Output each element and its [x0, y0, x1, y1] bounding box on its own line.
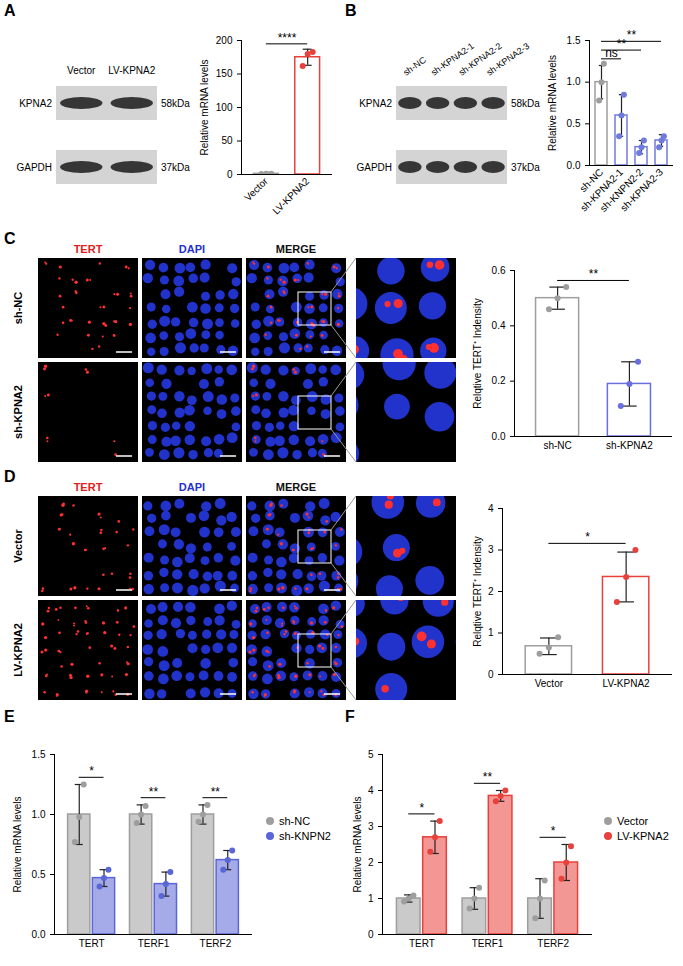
html-text:Vector: Vector	[617, 815, 649, 827]
svg-text:sh-NC: sh-NC	[12, 292, 24, 324]
svg-text:TERT: TERT	[79, 938, 105, 949]
svg-text:TERT: TERT	[74, 243, 103, 255]
svg-text:0.0: 0.0	[492, 431, 506, 442]
svg-text:MERGE: MERGE	[276, 481, 316, 493]
svg-text:Relative mRNA levels: Relative mRNA levels	[547, 55, 558, 151]
html-text:B: B	[345, 2, 357, 19]
svg-text:50: 50	[221, 135, 233, 146]
svg-text:GAPDH: GAPDH	[356, 162, 392, 173]
html-text:C: C	[4, 230, 16, 247]
svg-text:*: *	[551, 824, 556, 838]
svg-text:MERGE: MERGE	[276, 243, 316, 255]
html-text:A: A	[4, 2, 16, 19]
svg-text:0.4: 0.4	[492, 320, 506, 331]
svg-text:sh-KPNA2: sh-KPNA2	[12, 385, 24, 439]
svg-text:1.5: 1.5	[32, 749, 46, 760]
svg-text:58kDa: 58kDa	[511, 98, 540, 109]
svg-text:0: 0	[488, 669, 494, 680]
svg-text:Relqtive TERT⁺ Indensity: Relqtive TERT⁺ Indensity	[472, 298, 483, 408]
svg-text:Relative mRNA levels: Relative mRNA levels	[12, 796, 23, 892]
svg-text:*: *	[420, 801, 425, 815]
html-text:F: F	[345, 708, 355, 725]
html-text:LV-KPNA2: LV-KPNA2	[617, 830, 669, 842]
svg-text:0.5: 0.5	[567, 118, 581, 129]
svg-text:1: 1	[488, 627, 494, 638]
svg-text:0.2: 0.2	[492, 375, 506, 386]
svg-text:ns: ns	[605, 45, 618, 60]
svg-text:3: 3	[368, 821, 374, 832]
svg-text:58kDa: 58kDa	[161, 98, 190, 109]
svg-text:TERF2: TERF2	[200, 938, 232, 949]
svg-text:****: ****	[278, 31, 297, 45]
svg-text:**: **	[617, 37, 627, 51]
svg-text:3: 3	[488, 544, 494, 555]
svg-text:sh-KPNA2-1: sh-KPNA2-1	[429, 40, 476, 78]
svg-text:LV-KPNA2: LV-KPNA2	[603, 678, 650, 689]
svg-text:1.0: 1.0	[567, 76, 581, 87]
svg-text:100: 100	[216, 102, 233, 113]
svg-text:1: 1	[368, 893, 374, 904]
svg-text:Vector: Vector	[12, 528, 24, 562]
svg-text:GAPDH: GAPDH	[16, 162, 52, 173]
svg-text:Relqtive TERT⁺ Indensity: Relqtive TERT⁺ Indensity	[472, 536, 483, 646]
svg-text:0.0: 0.0	[567, 160, 581, 171]
svg-text:1.5: 1.5	[567, 35, 581, 46]
svg-text:TERF1: TERF1	[472, 938, 504, 949]
svg-text:**: **	[149, 785, 159, 799]
svg-text:Vector: Vector	[67, 65, 96, 76]
svg-text:Vector: Vector	[242, 175, 270, 203]
svg-text:sh-NC: sh-NC	[543, 440, 571, 451]
svg-text:sh-NC: sh-NC	[401, 55, 428, 78]
svg-text:LV-KPNA2: LV-KPNA2	[270, 175, 311, 216]
svg-text:**: **	[483, 770, 493, 784]
svg-text:4: 4	[368, 785, 374, 796]
svg-text:TERF2: TERF2	[537, 938, 569, 949]
svg-text:TERT: TERT	[74, 481, 103, 493]
html-text:sh-KNPN2: sh-KNPN2	[279, 830, 331, 842]
svg-text:DAPI: DAPI	[179, 243, 205, 255]
svg-text:KPNA2: KPNA2	[19, 98, 52, 109]
svg-text:0: 0	[227, 169, 233, 180]
svg-text:**: **	[589, 267, 599, 281]
svg-text:sh-KPNA2-1: sh-KPNA2-1	[578, 166, 626, 214]
svg-text:150: 150	[216, 68, 233, 79]
svg-text:sh-NC: sh-NC	[577, 166, 606, 195]
svg-text:37kDa: 37kDa	[511, 162, 540, 173]
svg-text:0.0: 0.0	[32, 929, 46, 940]
svg-text:5: 5	[368, 749, 374, 760]
svg-text:sh-KNPN2-2: sh-KNPN2-2	[597, 166, 646, 214]
svg-text:0.5: 0.5	[32, 869, 46, 880]
svg-text:Relative mRNA levels: Relative mRNA levels	[352, 796, 363, 892]
svg-text:0.6: 0.6	[492, 265, 506, 276]
svg-text:4: 4	[488, 503, 494, 514]
svg-text:37kDa: 37kDa	[161, 162, 190, 173]
svg-text:LV-KPNA2: LV-KPNA2	[12, 623, 24, 677]
svg-text:200: 200	[216, 35, 233, 46]
svg-text:0: 0	[368, 929, 374, 940]
svg-text:2: 2	[368, 857, 374, 868]
svg-text:DAPI: DAPI	[179, 481, 205, 493]
html-text:E: E	[4, 708, 15, 725]
svg-text:*: *	[89, 764, 94, 778]
svg-text:LV-KPNA2: LV-KPNA2	[108, 65, 155, 76]
svg-text:1.0: 1.0	[32, 809, 46, 820]
svg-text:sh-KPNA2-3: sh-KPNA2-3	[485, 41, 532, 78]
html-text:sh-NC: sh-NC	[279, 815, 311, 827]
svg-text:**: **	[627, 28, 637, 42]
svg-text:*: *	[585, 530, 590, 544]
svg-text:Relative mRNA levels: Relative mRNA levels	[199, 59, 210, 155]
svg-text:sh-KPNA2: sh-KPNA2	[606, 440, 653, 451]
svg-text:Vector: Vector	[535, 678, 564, 689]
svg-text:TERT: TERT	[409, 938, 435, 949]
svg-text:sh-KPNA2-3: sh-KPNA2-3	[618, 166, 665, 213]
svg-text:**: **	[211, 785, 221, 799]
svg-text:2: 2	[488, 586, 494, 597]
html-text:D: D	[4, 468, 16, 485]
svg-text:TERF1: TERF1	[138, 938, 170, 949]
svg-text:KPNA2: KPNA2	[359, 98, 392, 109]
svg-text:sh-KPNA2-2: sh-KPNA2-2	[456, 40, 504, 78]
